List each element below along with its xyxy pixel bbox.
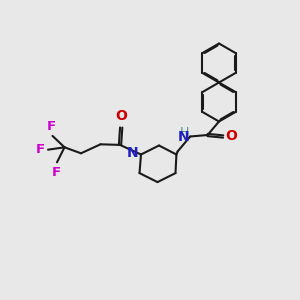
Text: N: N [126, 146, 138, 160]
Text: F: F [36, 143, 45, 156]
Text: F: F [52, 166, 61, 179]
Text: N: N [178, 130, 189, 144]
Text: F: F [47, 120, 56, 133]
Text: O: O [115, 109, 127, 123]
Text: O: O [226, 130, 238, 143]
Text: H: H [180, 126, 189, 139]
